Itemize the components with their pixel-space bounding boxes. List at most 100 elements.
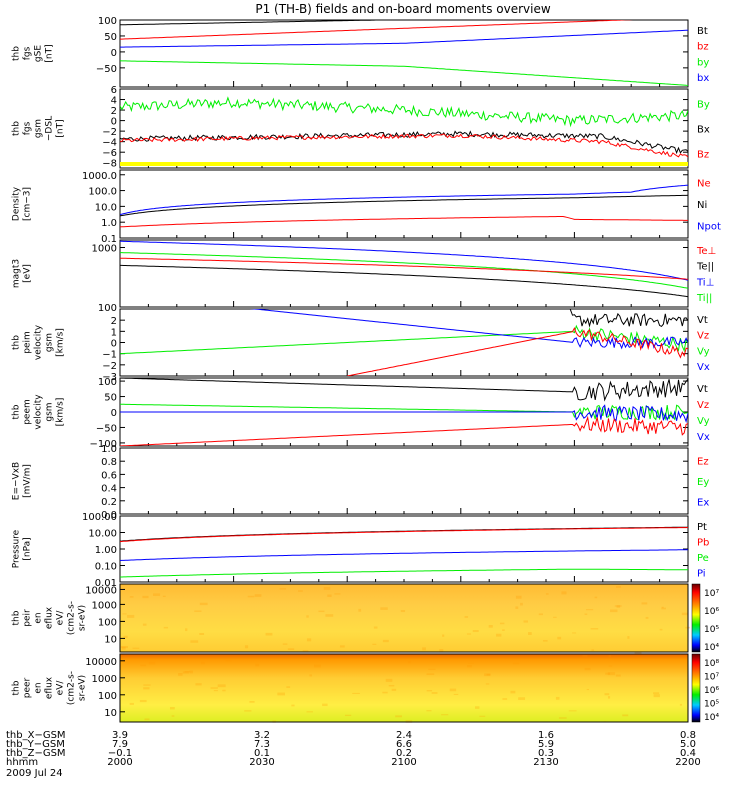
ylabel-line: en — [34, 612, 44, 623]
ytick-label: −50 — [96, 64, 117, 75]
ytick-label: 100 — [98, 303, 117, 314]
ytick-label: 0.2 — [101, 497, 117, 508]
legend-item: Bx — [697, 125, 710, 136]
ylabel-line: (cm2-s- — [67, 671, 77, 705]
series-fgs-Bt — [120, 20, 408, 26]
ylabel-line: eflux — [45, 676, 55, 699]
ylabel-line: eflux — [45, 606, 55, 629]
series-pressure-Pi — [120, 549, 688, 561]
legend-item: Te⊥ — [696, 246, 716, 257]
legend-item: Ez — [697, 456, 709, 467]
ylabel-line: eV/ — [56, 680, 66, 696]
ytick-label: 100.0 — [88, 187, 117, 198]
panel-fgs: thb fgs gSE [nT] 100 50 0 −50 Bt bz by bx — [12, 16, 709, 88]
ytick-label: 0.6 — [101, 470, 117, 481]
ytick-label: 100 — [98, 16, 117, 27]
plot-area-temp — [119, 239, 689, 308]
plot-area-fgs2 — [119, 88, 689, 169]
xaxis-value: 0.1 — [254, 748, 270, 759]
panel-density: Density [cm−3] 1000.0 100.0 10.0 1.0 0.1 Ne Ni Np… — [12, 169, 721, 245]
ylabel-peer: thb peer en eflux eV/(cm2-s-sr-eV) — [12, 671, 88, 705]
ytick-label: −6 — [102, 148, 117, 159]
series-pressure-Pb — [120, 527, 688, 543]
ylabel-line: [cm−3] — [23, 187, 33, 221]
ytick-label: 100 — [98, 617, 117, 628]
xaxis-row-label: thb_Z−GSM — [6, 748, 66, 759]
legend-peem: Vt Vz Vy Vx — [697, 384, 710, 443]
ytick-label: −8 — [102, 159, 117, 170]
ylabel-line: thb — [12, 121, 22, 136]
ylabel-line: en — [34, 682, 44, 693]
xaxis-value: 1.6 — [538, 730, 554, 741]
ytick-label: 10000 — [85, 585, 117, 596]
series-peem-Vt — [120, 378, 688, 402]
legend-item: Vz — [697, 400, 709, 411]
ytick-label: 0 — [111, 339, 117, 350]
series-fgs-bx — [120, 29, 688, 48]
legend-item: Ni — [697, 200, 707, 211]
ylabel-line: peem — [23, 399, 33, 425]
legend-item: Npot — [697, 221, 721, 232]
legend-item: Ex — [697, 498, 709, 509]
legend-item: Pe — [697, 553, 709, 564]
legend-item: bx — [697, 73, 709, 84]
ytick-label: −100 — [90, 439, 117, 450]
ylabel-line: eV/ — [56, 610, 66, 626]
series-peim-Vx — [249, 309, 688, 350]
ylabel-line: [nPa] — [23, 537, 33, 560]
ytick-label: 100 — [98, 691, 117, 702]
xaxis-value: −0.1 — [108, 748, 132, 759]
legend-item: Pb — [697, 537, 709, 548]
colorbar-label: 10⁵ — [704, 625, 719, 635]
legend-item: Vz — [697, 331, 709, 342]
ylabel-line: peim — [23, 331, 33, 354]
ytick-label: −2 — [102, 361, 117, 372]
legend-item: Bz — [697, 150, 709, 161]
ytick-label: 0 — [111, 48, 117, 59]
ylabel-peem: thb peem velocity gsm [km/s] — [12, 394, 66, 430]
series-fgs-bz — [120, 20, 636, 40]
ylabel-line: thb — [12, 46, 22, 61]
ytick-label: 0.8 — [101, 457, 117, 468]
ytick-label: 50 — [104, 32, 117, 43]
colorbar-label: 10⁴ — [704, 643, 719, 653]
ytick-label: 10 — [104, 634, 117, 645]
ylabel-line: magt3 — [12, 259, 22, 288]
ylabel-line: fgs — [23, 46, 33, 60]
ytick-label: 0.4 — [101, 484, 117, 495]
colorbar-peer: 10⁸ 10⁷ 10⁶ 10⁵ 10⁴ — [691, 653, 719, 723]
ytick-label: 0 — [111, 117, 117, 128]
ylabel-line: Density — [12, 186, 22, 221]
series-temp-Te⊥ — [120, 257, 688, 280]
xaxis-row-label: thb_Y−GSM — [6, 739, 65, 750]
xaxis-value: 0.2 — [396, 748, 412, 759]
colorbar-label: 10⁶ — [704, 686, 719, 696]
xaxis-row-label: thb_X−GSM — [6, 730, 66, 741]
ytick-label: 0.01 — [95, 578, 117, 589]
ytick-label: 6 — [111, 85, 117, 96]
ytick-label: 1000 — [92, 243, 117, 254]
ylabel-line: [km/s] — [56, 398, 66, 427]
legend-item: Pt — [697, 522, 707, 533]
series-temp-Te|| — [120, 264, 688, 298]
ytick-label: 1000.0 — [82, 171, 117, 182]
ytick-label: 1.0 — [101, 218, 117, 229]
ylabel-line: peir — [23, 609, 33, 627]
ylabel-line: (cm2-s- — [67, 601, 77, 635]
xaxis-value: 5.0 — [680, 739, 696, 750]
ytick-label: 0.0 — [101, 510, 117, 521]
ylabel-line: velocity — [34, 394, 44, 430]
legend-pressure: Pt Pb Pe Pi — [697, 522, 709, 580]
ytick-label: −3 — [102, 372, 117, 383]
legend-item: Ne — [697, 179, 711, 190]
ytick-label: 4 — [111, 96, 117, 107]
x-axis-table: thb_X−GSM 3.9 3.2 2.4 1.6 0.8 thb_Y−GSM 7.9 7.3 6… — [6, 730, 701, 779]
ylabel-line: [nT] — [45, 44, 55, 62]
legend-item: Vx — [697, 432, 710, 443]
legend-item: Ti|| — [696, 293, 712, 304]
ylabel-fgs2: thb fgs gsm −DSL [nT] — [12, 116, 66, 141]
ylabel-line: peer — [23, 677, 33, 698]
legend-item: by — [697, 57, 709, 68]
